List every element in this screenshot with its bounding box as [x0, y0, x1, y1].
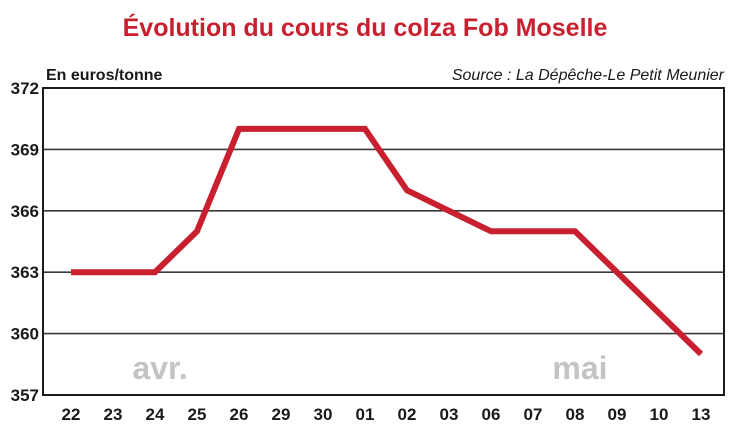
x-tick-label-10: 10	[650, 405, 669, 424]
y-tick-label-369: 369	[11, 140, 39, 159]
y-tick-label-360: 360	[11, 325, 39, 344]
y-tick-label-366: 366	[11, 202, 39, 221]
month-label-mai: mai	[552, 350, 607, 386]
y-tick-label-357: 357	[11, 386, 39, 405]
x-tick-label-01: 01	[356, 405, 375, 424]
x-tick-label-23: 23	[104, 405, 123, 424]
x-tick-label-25: 25	[188, 405, 207, 424]
x-tick-label-24: 24	[146, 405, 165, 424]
axes	[42, 87, 725, 396]
source-note: Source : La Dépêche-Le Petit Meunier	[452, 67, 725, 84]
x-tick-label-03: 03	[440, 405, 459, 424]
plot-frame	[42, 87, 725, 396]
y-axis-unit-label: En euros/tonne	[46, 67, 163, 84]
x-tick-label-06: 06	[482, 405, 501, 424]
series-line-0	[71, 125, 704, 357]
x-tick-label-08: 08	[566, 405, 585, 424]
x-tick-label-26: 26	[230, 405, 249, 424]
x-tick-label-13: 13	[692, 405, 711, 424]
chart-title: Évolution du cours du colza Fob Moselle	[123, 13, 608, 42]
gridlines	[43, 148, 724, 335]
x-tick-label-07: 07	[524, 405, 543, 424]
x-tick-label-22: 22	[62, 405, 81, 424]
y-tick-label-372: 372	[11, 79, 39, 98]
x-tick-label-09: 09	[608, 405, 627, 424]
month-label-avr: avr.	[132, 350, 187, 386]
x-tick-label-30: 30	[314, 405, 333, 424]
x-tick-label-29: 29	[272, 405, 291, 424]
series-layer	[70, 125, 704, 357]
y-axis-ticks: 357 360 363 366 369 372	[11, 79, 39, 405]
x-tick-label-02: 02	[398, 405, 417, 424]
month-labels: avr. mai	[132, 350, 607, 386]
x-axis-ticks: 22 23 24 25 26 29 30 01 02 03 06 07 08 09 10 13	[62, 405, 711, 424]
y-tick-label-363: 363	[11, 263, 39, 282]
